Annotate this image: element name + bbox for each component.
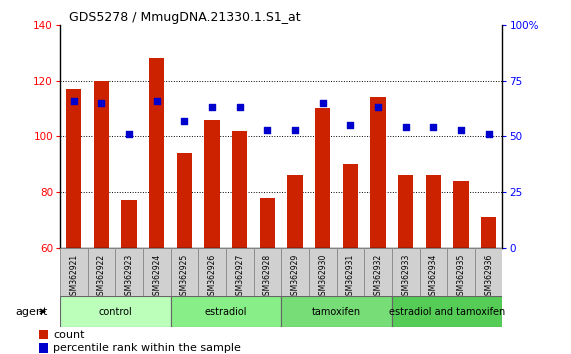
Bar	[115, 248, 143, 296]
Text: GSM362933: GSM362933	[401, 253, 410, 300]
Bar	[177, 153, 192, 248]
Bar	[39, 343, 48, 353]
Point	[456, 127, 465, 132]
Bar	[94, 80, 109, 248]
Text: GSM362931: GSM362931	[346, 253, 355, 300]
Bar	[254, 248, 282, 296]
Text: GSM362935: GSM362935	[456, 253, 465, 300]
Point	[263, 127, 272, 132]
Point	[97, 100, 106, 105]
Text: GSM362924: GSM362924	[152, 253, 161, 300]
Point	[429, 125, 438, 130]
Bar	[143, 248, 171, 296]
Bar	[282, 296, 392, 327]
Text: GSM362936: GSM362936	[484, 253, 493, 300]
Text: GSM362925: GSM362925	[180, 253, 189, 300]
Bar	[315, 108, 330, 248]
Bar	[453, 181, 469, 248]
Point	[373, 104, 383, 110]
Bar	[364, 248, 392, 296]
Text: estradiol: estradiol	[204, 307, 247, 316]
Point	[180, 118, 189, 124]
Text: GSM362932: GSM362932	[373, 253, 383, 300]
Bar	[204, 120, 220, 248]
Text: GDS5278 / MmugDNA.21330.1.S1_at: GDS5278 / MmugDNA.21330.1.S1_at	[69, 11, 300, 24]
Bar	[198, 248, 226, 296]
Bar	[447, 248, 475, 296]
Text: control: control	[98, 307, 132, 316]
Bar	[309, 248, 336, 296]
Text: GSM362926: GSM362926	[208, 253, 216, 300]
Point	[484, 131, 493, 137]
Text: GSM362929: GSM362929	[291, 253, 300, 300]
Text: percentile rank within the sample: percentile rank within the sample	[53, 343, 241, 353]
Text: GSM362921: GSM362921	[69, 253, 78, 299]
Bar	[392, 248, 420, 296]
Point	[207, 104, 216, 110]
Bar	[282, 248, 309, 296]
Bar	[420, 248, 447, 296]
Bar	[66, 89, 82, 248]
Bar	[371, 97, 385, 248]
Text: GSM362927: GSM362927	[235, 253, 244, 300]
Bar	[60, 248, 87, 296]
Bar	[260, 198, 275, 248]
Bar	[171, 248, 198, 296]
Text: GSM362928: GSM362928	[263, 253, 272, 299]
Bar	[232, 131, 247, 248]
Bar	[481, 217, 496, 248]
Text: agent: agent	[15, 307, 47, 316]
Point	[124, 131, 134, 137]
Point	[291, 127, 300, 132]
Text: GSM362923: GSM362923	[124, 253, 134, 300]
Point	[235, 104, 244, 110]
Bar	[343, 164, 358, 248]
Bar	[392, 296, 502, 327]
Bar	[426, 175, 441, 248]
Bar	[475, 248, 502, 296]
Bar	[171, 296, 282, 327]
Text: count: count	[53, 330, 85, 340]
Bar	[87, 248, 115, 296]
Point	[69, 98, 78, 103]
Bar	[226, 248, 254, 296]
Point	[401, 125, 410, 130]
Text: GSM362934: GSM362934	[429, 253, 438, 300]
Text: GSM362930: GSM362930	[318, 253, 327, 300]
Bar	[39, 330, 48, 339]
Point	[152, 98, 162, 103]
Text: GSM362922: GSM362922	[97, 253, 106, 299]
Text: estradiol and tamoxifen: estradiol and tamoxifen	[389, 307, 505, 316]
Bar	[287, 175, 303, 248]
Bar	[122, 200, 136, 248]
Point	[318, 100, 327, 105]
Bar	[149, 58, 164, 248]
Text: tamoxifen: tamoxifen	[312, 307, 361, 316]
Bar	[398, 175, 413, 248]
Bar	[336, 248, 364, 296]
Point	[346, 122, 355, 128]
Bar	[60, 296, 171, 327]
